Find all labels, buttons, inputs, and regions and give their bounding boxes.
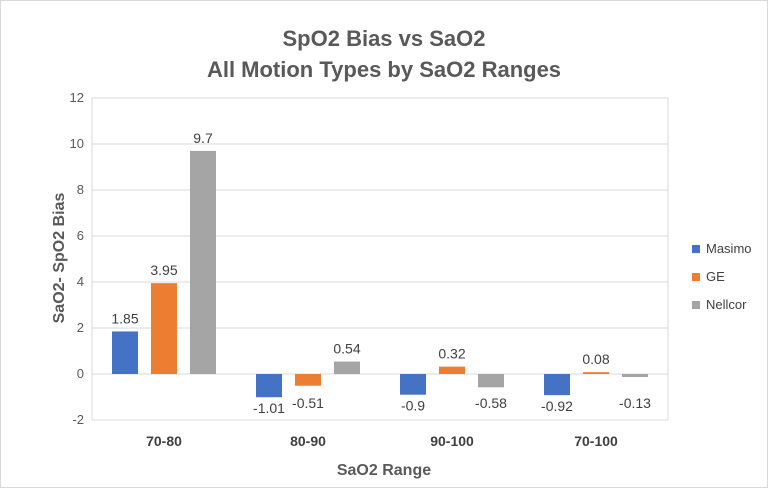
data-label: 0.54 (333, 341, 360, 357)
x-category-label: 70-80 (146, 433, 182, 449)
bar-nellcor-80-90 (334, 361, 360, 374)
y-tick-label: 2 (77, 320, 84, 335)
data-label: 1.85 (111, 310, 138, 326)
data-label: -0.9 (401, 398, 425, 414)
data-label: 0.08 (582, 351, 609, 367)
y-tick-label: 12 (70, 90, 84, 105)
data-label: 3.95 (150, 262, 177, 278)
y-tick-label: 4 (77, 274, 84, 289)
legend-label-ge: GE (706, 269, 725, 284)
x-category-label: 70-100 (574, 433, 618, 449)
data-label: -0.13 (619, 395, 651, 411)
x-category-label: 80-90 (290, 433, 326, 449)
data-label: -0.51 (292, 395, 324, 411)
y-tick-label: 10 (70, 136, 84, 151)
y-axis-tick-labels: -2 0 2 4 6 8 10 12 (70, 90, 84, 427)
bar-masimo-90-100 (400, 374, 426, 395)
bar-nellcor-90-100 (478, 374, 504, 388)
legend-label-masimo: Masimo (706, 241, 752, 256)
bar-ge-90-100 (439, 366, 465, 374)
legend-swatch-masimo (692, 245, 700, 253)
chart-title-line-2: All Motion Types by SaO2 Ranges (207, 57, 561, 82)
data-labels: 1.85 3.95 9.7 -1.01 -0.51 0.54 -0.9 0.32 -0.58 -0… (111, 130, 651, 416)
legend-label-nellcor: Nellcor (706, 297, 747, 312)
y-tick-label: 6 (77, 228, 84, 243)
gridlines (91, 97, 669, 421)
data-label: -0.58 (475, 395, 507, 411)
legend: Masimo GE Nellcor (692, 241, 752, 312)
bar-nellcor-70-100 (622, 374, 648, 377)
y-tick-label: 8 (77, 182, 84, 197)
x-axis-title: SaO2 Range (337, 462, 431, 479)
bar-masimo-70-80 (112, 331, 138, 374)
bar-ge-70-100 (583, 372, 609, 374)
bar-nellcor-70-80 (190, 150, 216, 374)
legend-swatch-ge (692, 273, 700, 281)
bar-masimo-70-100 (544, 374, 570, 396)
y-axis-title: SaO2- SpO2 Bias (51, 193, 68, 324)
data-label: -1.01 (253, 400, 285, 416)
legend-swatch-nellcor (692, 301, 700, 309)
x-category-label: 90-100 (430, 433, 474, 449)
chart-title-line-1: SpO2 Bias vs SaO2 (283, 26, 486, 51)
bar-ge-70-80 (151, 283, 177, 374)
x-axis-category-labels: 70-80 80-90 90-100 70-100 (146, 433, 618, 449)
data-label: 0.32 (438, 346, 465, 362)
bars (112, 150, 648, 398)
plot-area (91, 97, 669, 421)
bar-ge-80-90 (295, 374, 321, 386)
data-label: 9.7 (193, 130, 213, 146)
bar-masimo-80-90 (256, 374, 282, 398)
y-tick-label: 0 (77, 366, 84, 381)
y-tick-label: -2 (72, 412, 84, 427)
data-label: -0.92 (541, 398, 573, 414)
